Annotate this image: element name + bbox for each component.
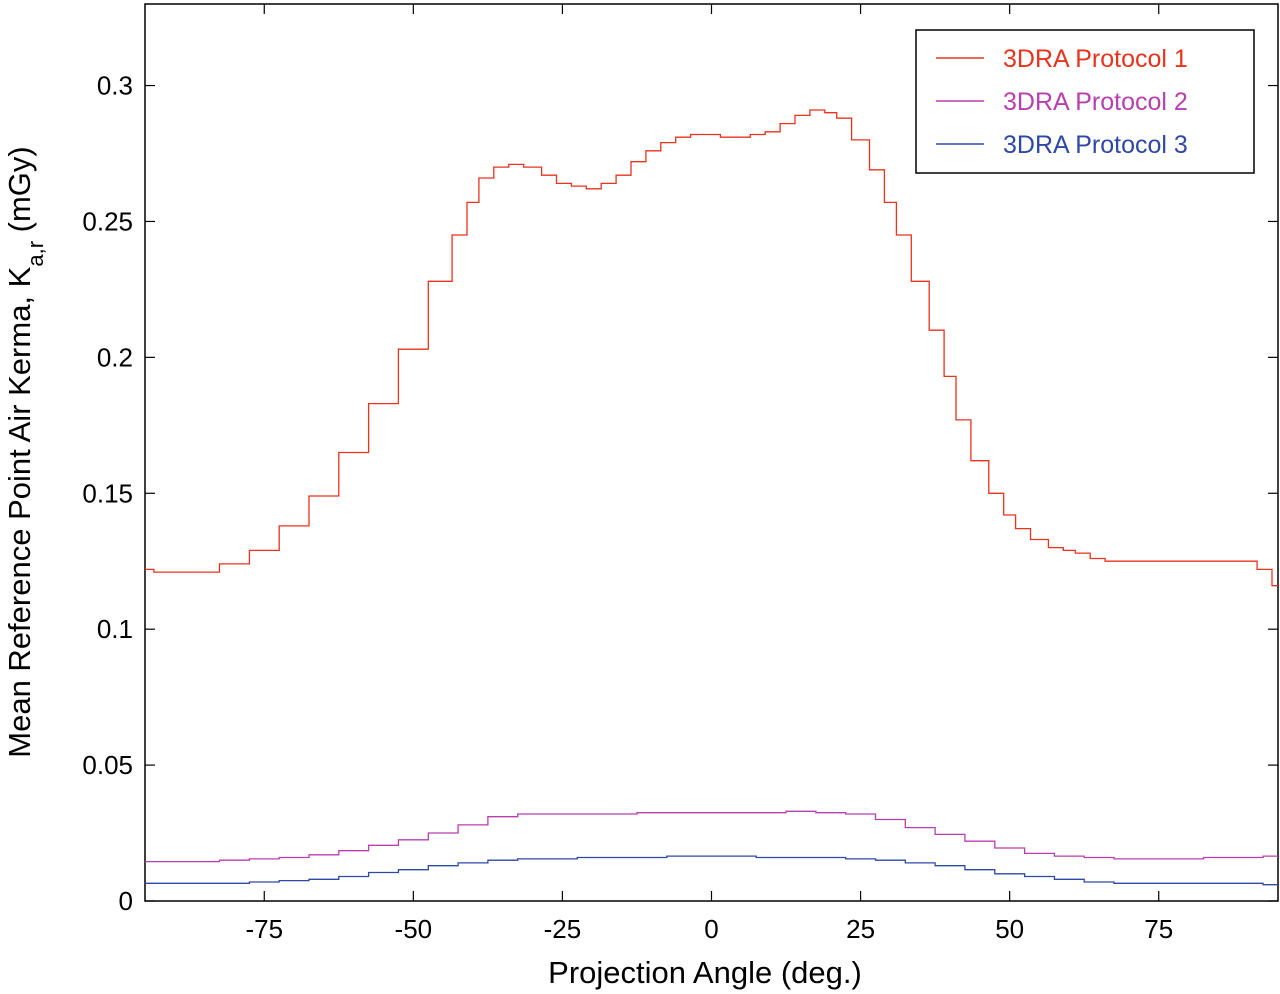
- x-tick-label: 0: [704, 914, 718, 944]
- x-tick-label: -25: [544, 914, 582, 944]
- series-layer: [145, 109, 1278, 886]
- y-tick-label: 0.25: [82, 206, 133, 236]
- y-axis-label-main: Mean Reference Point Air Kerma, K: [2, 266, 37, 757]
- y-tick-label: 0.1: [97, 614, 133, 644]
- x-axis: -75 -50 -25 0 25 50 75: [245, 4, 1173, 944]
- legend-label-protocol-3: 3DRA Protocol 3: [1003, 131, 1188, 159]
- legend-label-protocol-2: 3DRA Protocol 2: [1003, 88, 1188, 116]
- x-tick-label: 75: [1144, 914, 1173, 944]
- y-tick-label: 0.05: [82, 750, 133, 780]
- series-line-protocol-2: [145, 810, 1278, 863]
- legend: 3DRA Protocol 1 3DRA Protocol 2 3DRA Proto…: [915, 29, 1255, 174]
- y-axis-label: Mean Reference Point Air Kerma, Ka,r (mG…: [2, 146, 48, 757]
- y-axis: 0 0.05 0.1 0.15 0.2 0.25 0.3: [82, 71, 1278, 916]
- series-line-protocol-3: [145, 855, 1278, 886]
- y-axis-label-unit: (mGy): [2, 146, 37, 241]
- y-tick-label: 0.2: [97, 342, 133, 372]
- x-tick-label: -50: [395, 914, 433, 944]
- series-line-protocol-1: [145, 109, 1278, 587]
- x-axis-label: Projection Angle (deg.): [548, 955, 862, 990]
- y-tick-label: 0: [119, 886, 133, 916]
- x-tick-label: -75: [245, 914, 283, 944]
- y-axis-label-subscript: a,r: [23, 241, 48, 267]
- y-tick-label: 0.3: [97, 71, 133, 101]
- x-tick-label: 50: [995, 914, 1024, 944]
- y-tick-label: 0.15: [82, 478, 133, 508]
- x-tick-label: 25: [846, 914, 875, 944]
- legend-label-protocol-1: 3DRA Protocol 1: [1003, 45, 1188, 73]
